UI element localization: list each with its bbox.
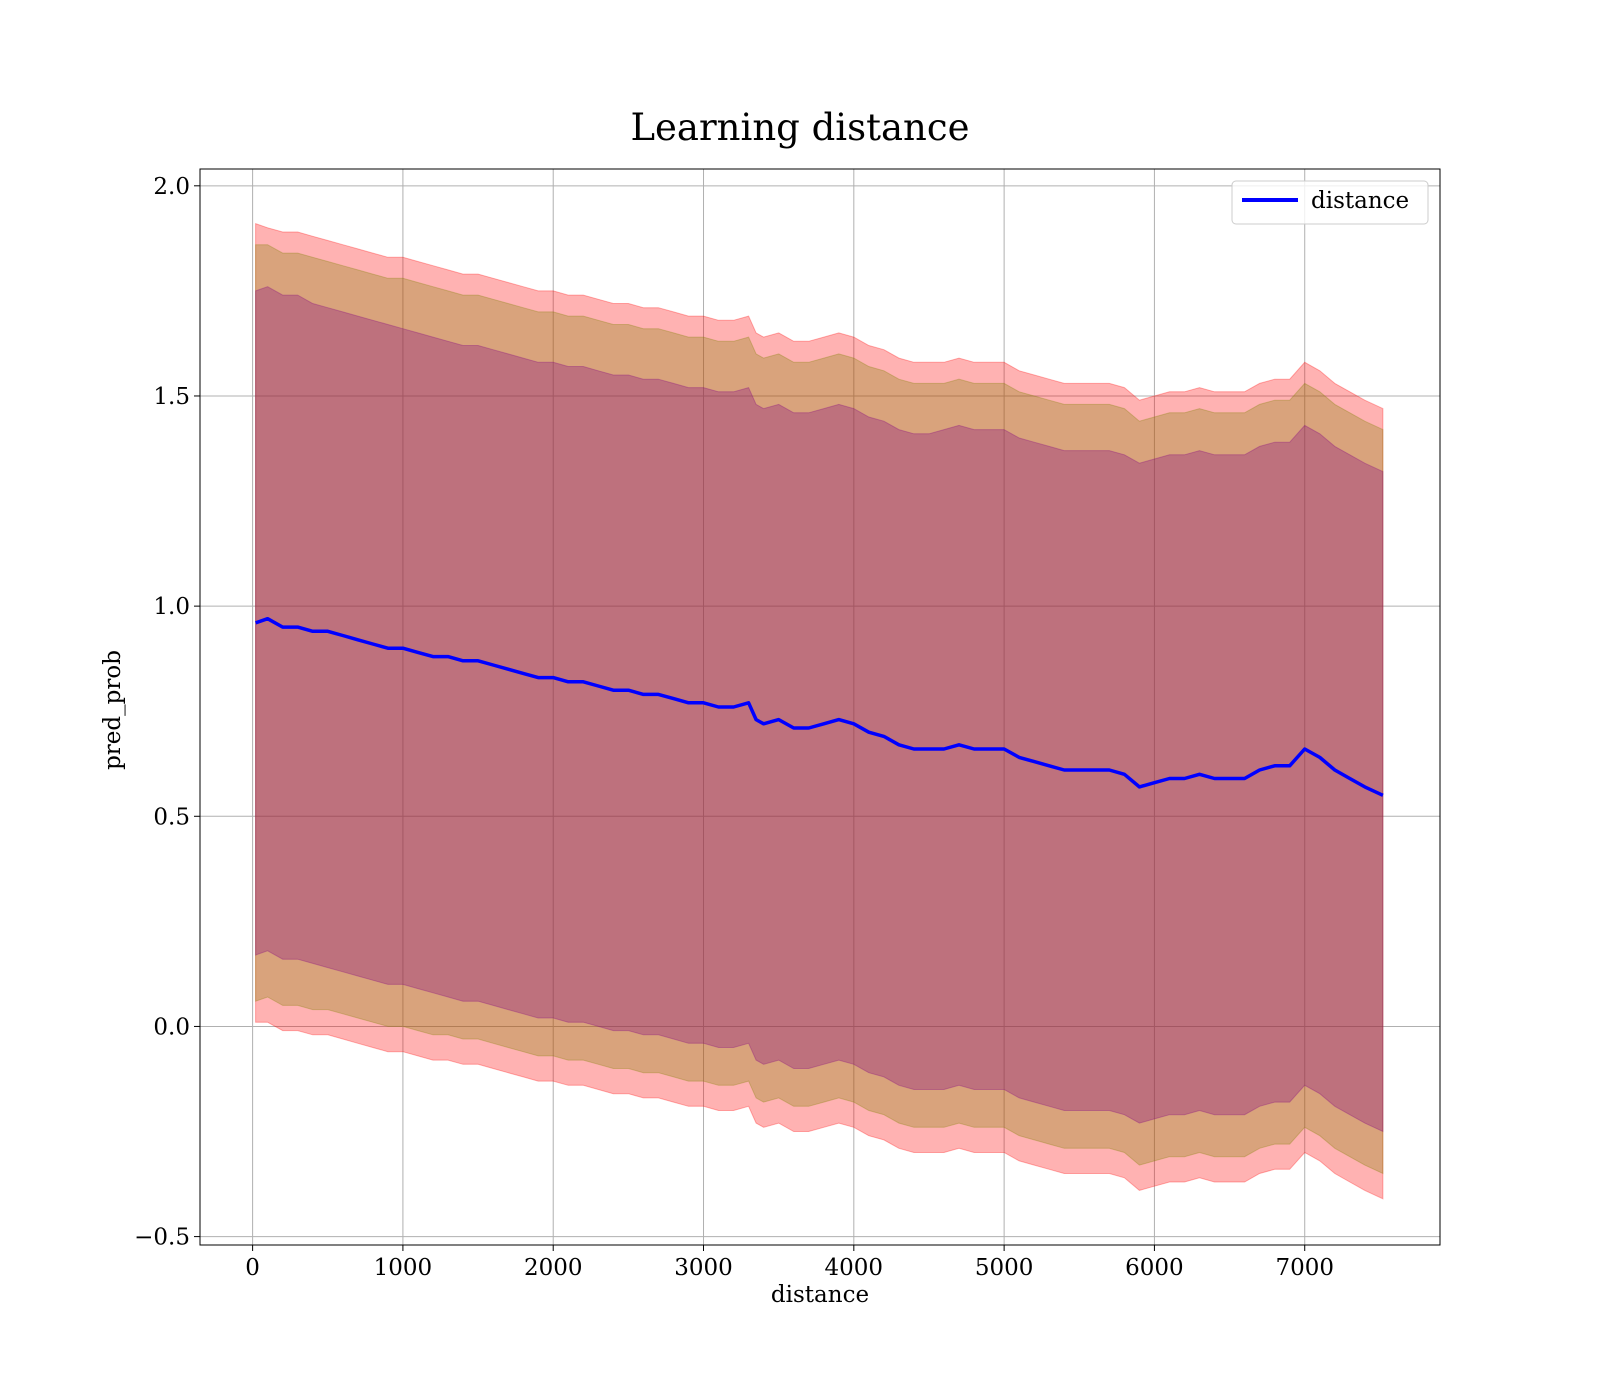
x-tick-label: 0: [245, 1255, 260, 1281]
grid: [200, 169, 1440, 1245]
x-tick-label: 7000: [1275, 1255, 1334, 1281]
confidence-band: [255, 244, 1384, 1175]
y-tick-label: 1.5: [153, 384, 190, 410]
series-lines: [255, 616, 1384, 797]
x-tick-label: 5000: [975, 1255, 1034, 1281]
y-tick-label: 0.5: [153, 804, 190, 830]
x-tick-label: 3000: [674, 1255, 733, 1281]
series-line-distance: [255, 616, 1384, 797]
legend-box: [1231, 180, 1429, 225]
x-tick-label: 4000: [825, 1255, 884, 1281]
y-axis-label: pred_prob: [100, 650, 126, 770]
x-tick-label: 2000: [524, 1255, 583, 1281]
confidence-band: [255, 286, 1384, 1133]
y-tick-label: −0.5: [134, 1225, 190, 1251]
plot-frame: [199, 168, 1441, 1246]
chart-title: Learning distance: [630, 106, 969, 149]
y-tick-label: 1.0: [153, 594, 190, 620]
y-tick-label: 2.0: [153, 174, 190, 200]
legend: distance: [1231, 180, 1429, 225]
legend-entry-distance: distance: [1311, 188, 1409, 214]
confidence-bands: [255, 222, 1384, 1200]
x-tick-label: 6000: [1125, 1255, 1184, 1281]
x-axis-label: distance: [771, 1282, 869, 1308]
y-tick-label: 0.0: [153, 1014, 190, 1040]
axis-ticks: 0 1000 2000 3000 4000 5000 6000 7000 −0.5 0.0 0.5 1…: [134, 174, 1334, 1281]
confidence-band: [255, 222, 1384, 1200]
x-tick-label: 1000: [374, 1255, 433, 1281]
